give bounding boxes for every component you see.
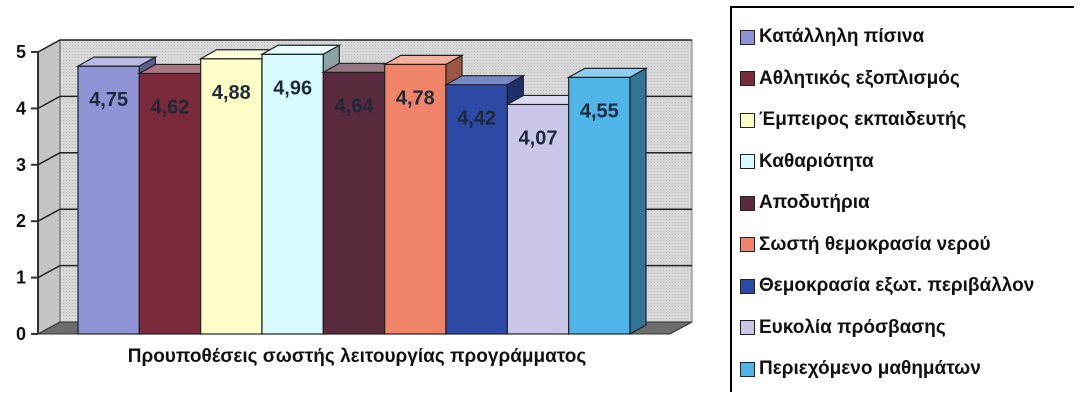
y-tick-label: 5 bbox=[16, 42, 26, 62]
bar-value-label: 4,78 bbox=[396, 87, 435, 109]
legend-item: Σωστή θεμοκρασία νερού bbox=[740, 228, 991, 262]
legend-item: Περιεχόμενο μαθημάτων bbox=[740, 352, 981, 386]
legend-swatch bbox=[740, 320, 755, 335]
legend-item: Καθαριότητα bbox=[740, 145, 874, 179]
legend-label: Θεμοκρασία εξωτ. περιβάλλον bbox=[759, 275, 1035, 296]
legend-label: Ευκολία πρόσβασης bbox=[759, 316, 946, 338]
bar-value-label: 4,75 bbox=[89, 89, 128, 111]
legend-item: Κατάλληλη πίσινα bbox=[740, 20, 924, 54]
y-tick-label: 1 bbox=[16, 268, 26, 288]
y-tick-label: 4 bbox=[16, 98, 26, 118]
bar bbox=[566, 67, 649, 336]
legend-label: Έμπειρος εκπαιδευτής bbox=[759, 109, 967, 130]
legend-swatch bbox=[740, 112, 755, 128]
y-tick-label: 2 bbox=[16, 211, 26, 231]
y-tick-label: 0 bbox=[16, 324, 26, 344]
bar-value-label: 4,42 bbox=[457, 108, 496, 130]
legend-item: Θεμοκρασία εξωτ. περιβάλλον bbox=[740, 269, 1034, 303]
legend-swatch bbox=[740, 195, 755, 211]
bar-value-label: 4,07 bbox=[519, 127, 558, 149]
legend-label: Αποδυτήρια bbox=[759, 192, 870, 213]
bar-value-label: 4,55 bbox=[580, 100, 619, 122]
legend-swatch bbox=[740, 154, 755, 169]
x-axis-label: Προυποθέσεις σωστής λειτουργίας προγράμμ… bbox=[128, 346, 587, 367]
y-tick-label: 3 bbox=[16, 155, 26, 175]
legend-swatch bbox=[740, 361, 755, 377]
bar-value-label: 4,96 bbox=[273, 77, 312, 99]
data-labels: 4,75 4,62 4,88 4,96 4,64 4,78 4,42 4,07 4,55 bbox=[89, 77, 619, 149]
legend-item: Ευκολία πρόσβασης bbox=[740, 311, 946, 345]
legend-item: Αποδυτήρια bbox=[740, 186, 870, 220]
bars bbox=[75, 44, 649, 336]
legend-item: Αθλητικός εξοπλισμός bbox=[740, 62, 960, 96]
plot-side-wall bbox=[37, 39, 61, 335]
legend-swatch bbox=[740, 29, 755, 45]
legend-label: Κατάλληλη πίσινα bbox=[759, 26, 925, 47]
bar-value-label: 4,88 bbox=[212, 82, 251, 104]
y-axis-ticks: 0 1 2 3 4 5 bbox=[16, 42, 38, 344]
legend-label: Αθλητικός εξοπλισμός bbox=[759, 67, 960, 89]
legend-swatch bbox=[740, 237, 755, 252]
legend-label: Σωστή θεμοκρασία νερού bbox=[759, 233, 991, 255]
legend-label: Περιεχόμενο μαθημάτων bbox=[759, 358, 981, 379]
legend-item: Έμπειρος εκπαιδευτής bbox=[740, 103, 966, 137]
bar-value-label: 4,64 bbox=[335, 95, 375, 117]
legend: Κατάλληλη πίσινα Αθλητικός εξοπλισμός Έμπε… bbox=[730, 6, 1074, 392]
gridline bbox=[37, 39, 692, 53]
legend-label: Καθαριότητα bbox=[759, 150, 874, 172]
legend-swatch bbox=[740, 71, 755, 86]
legend-swatch bbox=[740, 278, 755, 294]
bar-value-label: 4,62 bbox=[151, 96, 190, 118]
